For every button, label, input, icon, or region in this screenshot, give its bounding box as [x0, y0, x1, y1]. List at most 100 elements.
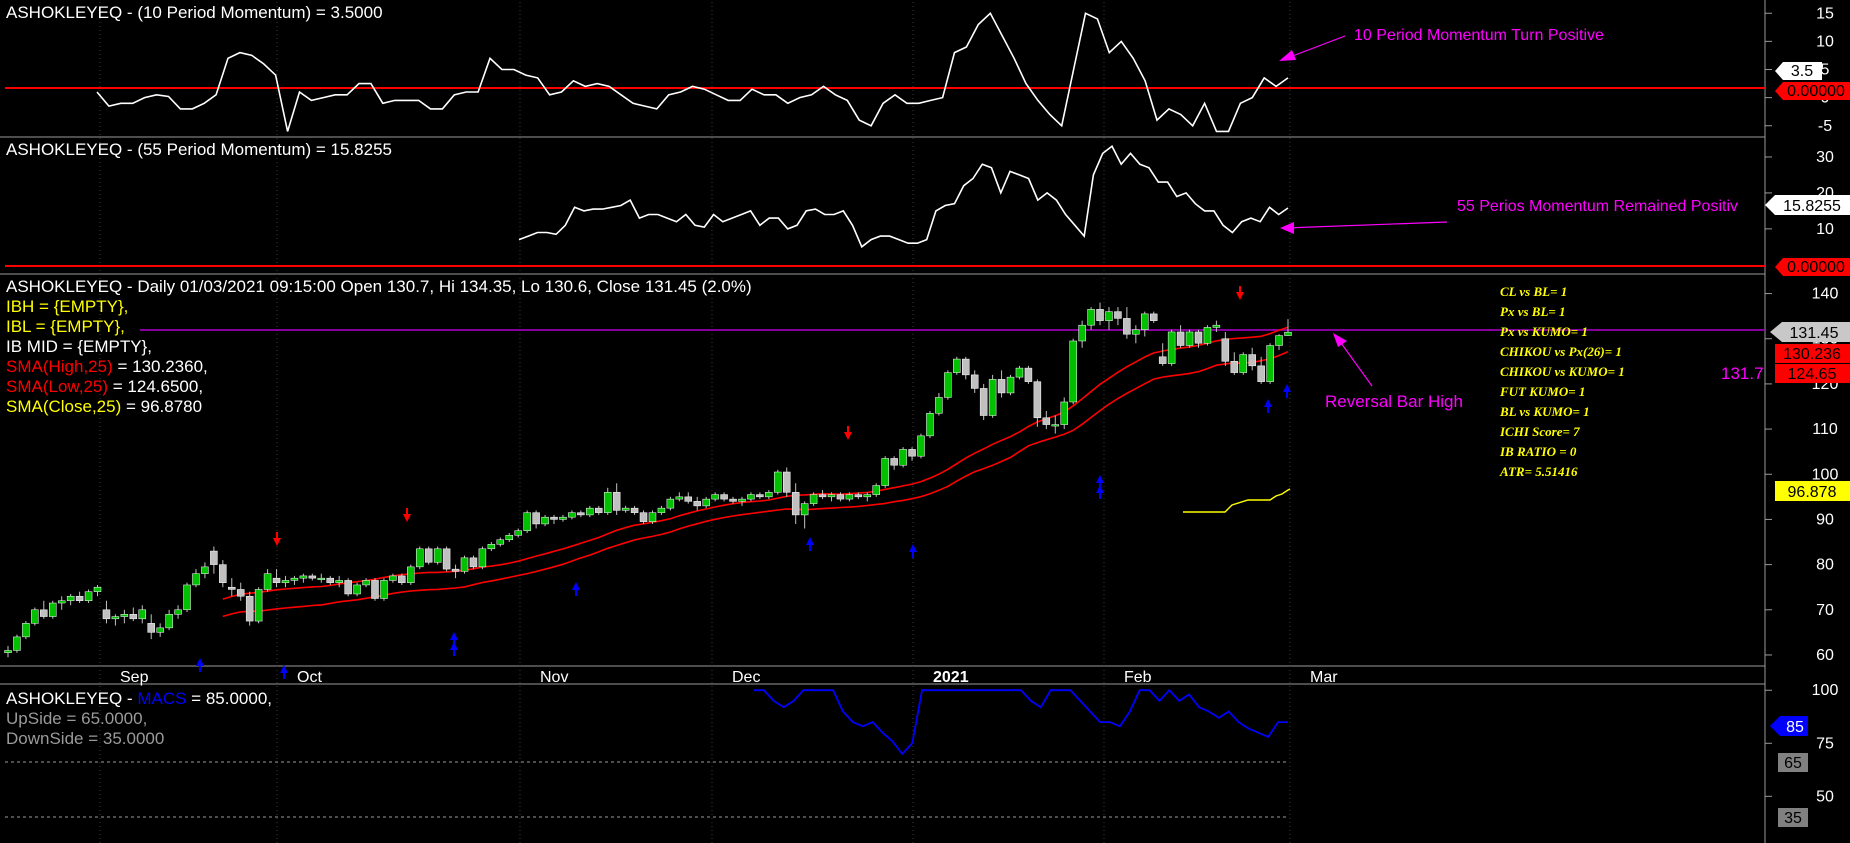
- price-panel: 14013012011010090807060 SepOctNovDec2021…: [4, 277, 1850, 686]
- ibl-label: IBL = {EMPTY},: [6, 317, 125, 336]
- candle-body: [111, 616, 120, 620]
- month-label: Oct: [297, 669, 322, 686]
- axis-tick-label: 15: [1816, 5, 1834, 22]
- candle-body: [747, 494, 755, 500]
- candle-body: [451, 568, 460, 572]
- candle-body: [702, 498, 710, 507]
- candle-body: [40, 609, 48, 617]
- macs-value-label: 85: [1786, 719, 1804, 736]
- candle-body: [245, 595, 254, 622]
- axis-tick-label: 80: [1816, 557, 1834, 574]
- mom55-panel: ASHOKLEYEQ - (55 Period Momentum) = 15.8…: [5, 140, 1850, 276]
- candle-body: [210, 550, 218, 565]
- sma-low-line: [222, 351, 1289, 618]
- macs-title-value: = 85.0000,: [186, 689, 272, 708]
- candle-body: [362, 580, 370, 586]
- month-label: 2021: [933, 669, 969, 686]
- axis-tick-label: 100: [1812, 466, 1839, 483]
- month-label: Feb: [1124, 669, 1152, 686]
- candle-body: [4, 650, 12, 653]
- candle-body: [66, 595, 75, 602]
- candle-body: [487, 544, 496, 550]
- month-label: Dec: [732, 669, 760, 686]
- axis-tick-label: 70: [1816, 602, 1834, 619]
- ichimoku-line: CL vs BL= 1: [1500, 284, 1567, 299]
- candle-body: [469, 557, 478, 568]
- ichimoku-line: CHIKOU vs Px(26)= 1: [1500, 344, 1622, 359]
- candle-body: [219, 564, 227, 583]
- month-axis: Sep Oct Nov Dec 2021 Feb Mar: [120, 669, 1338, 686]
- close-badge: 131.45: [1770, 322, 1850, 342]
- reversal-annotation: Reversal Bar High: [1325, 392, 1463, 411]
- axis-tick-label: 140: [1812, 286, 1839, 303]
- candle-body: [693, 501, 701, 507]
- mom55-arrow: [1280, 221, 1448, 234]
- axis-tick-label: 110: [1812, 421, 1838, 438]
- candle-body: [953, 358, 961, 373]
- candle-body: [75, 595, 84, 602]
- candle-body: [630, 507, 639, 513]
- mom55-annotation: 55 Perios Momentum Remained Positiv: [1457, 198, 1738, 215]
- sma-low-badge: 124.65: [1775, 364, 1850, 383]
- candle-body: [988, 379, 997, 416]
- candle-body: [478, 548, 487, 568]
- candle-body: [120, 614, 129, 617]
- mom55-zero-label: 0.00000: [1787, 259, 1845, 276]
- candle-body: [129, 614, 138, 620]
- axis-tick-label: 60: [1816, 647, 1834, 664]
- candle-body: [926, 413, 934, 437]
- candle-body: [317, 577, 326, 580]
- candle-body: [586, 507, 594, 516]
- price-axis: 14013012011010090807060: [1765, 286, 1838, 664]
- candle-body: [254, 589, 263, 622]
- sma-close-value: = 96.8780: [121, 397, 202, 416]
- candle-body: [523, 512, 531, 531]
- candle-body: [380, 580, 388, 599]
- candle-body: [1167, 331, 1176, 364]
- mom55-value-label: 15.8255: [1783, 198, 1841, 215]
- candle-body: [1069, 340, 1077, 403]
- candle-body: [326, 577, 334, 583]
- candle-body: [1212, 324, 1221, 328]
- buy-arrow: [1283, 384, 1291, 392]
- sma-high-badge: 130.236: [1775, 344, 1850, 363]
- ichimoku-summary: CL vs BL= 1 Px vs BL= 1 Px vs KUMO= 1 CHIKO…: [1499, 284, 1625, 479]
- candle-body: [1006, 376, 1015, 394]
- ibh-label: IBH = {EMPTY},: [6, 297, 128, 316]
- buy-arrow: [1264, 399, 1272, 407]
- candle-body: [997, 379, 1006, 394]
- panel-frame: [0, 0, 1766, 843]
- candle-body: [1015, 367, 1024, 378]
- price-header: ASHOKLEYEQ - Daily 01/03/2021 09:15:00 O…: [6, 277, 752, 296]
- candle-body: [389, 575, 397, 581]
- candle-body: [675, 496, 684, 500]
- mom55-zero-badge: 0.00000: [1775, 258, 1850, 276]
- candle-body: [84, 591, 93, 602]
- ichimoku-line: ATR= 5.51416: [1499, 464, 1578, 479]
- macs-value-badge: 85: [1770, 716, 1808, 736]
- candle-body: [1176, 331, 1185, 346]
- candle-body: [1141, 313, 1149, 330]
- sma-close-line: [1183, 488, 1291, 513]
- macs-downside: DownSide = 35.0000: [6, 729, 164, 748]
- macs-down-badge: 35: [1778, 808, 1808, 827]
- candle-body: [460, 557, 469, 572]
- candle-body: [281, 580, 290, 583]
- month-label: Mar: [1310, 669, 1338, 686]
- candle-body: [550, 516, 558, 520]
- signal-arrows: [196, 286, 1291, 679]
- candle-body: [684, 496, 693, 502]
- candle-body: [944, 372, 952, 398]
- candle-body: [1230, 361, 1239, 373]
- candles: [4, 302, 1292, 658]
- candle-body: [1158, 356, 1167, 364]
- axis-tick-label: 50: [1816, 788, 1834, 805]
- candle-body: [22, 623, 30, 638]
- candle-body: [603, 492, 612, 513]
- candle-body: [577, 512, 585, 516]
- candle-body: [299, 575, 308, 579]
- candle-body: [1266, 345, 1274, 382]
- mom10-value-badge: 3.5: [1775, 62, 1822, 80]
- sma-low-badge-label: 124.65: [1788, 366, 1837, 383]
